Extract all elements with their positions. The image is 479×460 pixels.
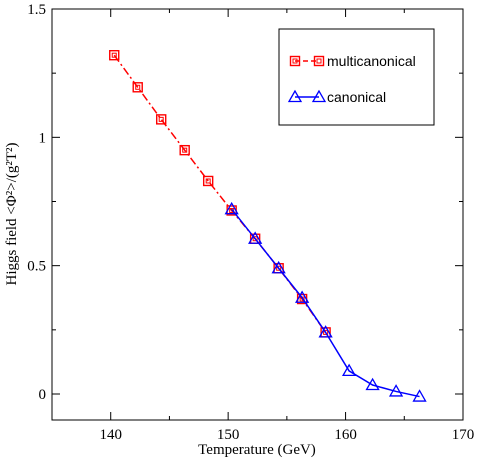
legend-entry-canonical: canonical [287, 89, 386, 105]
legend: multicanonical canonical [278, 28, 435, 126]
multicanonical-point [202, 175, 214, 187]
canonical-point [248, 231, 263, 244]
canonical-point [271, 260, 286, 274]
x-tick-label: 160 [334, 427, 357, 443]
canonical-point [412, 389, 427, 402]
legend-entries: multicanonical canonical [287, 53, 416, 105]
canonical-line [231, 208, 420, 398]
series-canonical [224, 201, 427, 402]
legend-box [278, 28, 435, 126]
legend-label: multicanonical [327, 53, 416, 69]
axis-ticks: 140 150 160 170 0 0.5 1 1.5 [27, 2, 474, 443]
multicanonical-point [156, 114, 167, 125]
canonical-point [318, 325, 333, 338]
x-tick-label: 150 [217, 427, 240, 443]
legend-label: canonical [327, 89, 386, 105]
multicanonical-point [109, 50, 120, 61]
multicanonical-point [179, 144, 190, 156]
legend-marker [311, 89, 327, 103]
series-layer [109, 50, 427, 402]
y-tick-label: 1.5 [27, 2, 46, 18]
plot-frame [51, 8, 464, 421]
canonical-point [341, 363, 357, 377]
y-tick-label: 0.5 [27, 259, 46, 275]
y-tick-label: 0 [39, 387, 47, 403]
legend-marker [287, 89, 303, 103]
canonical-point [388, 384, 404, 397]
y-tick-label: 1 [39, 130, 47, 146]
x-axis-label: Temperature (GeV) [198, 442, 316, 458]
legend-entry-multicanonical: multicanonical [289, 53, 416, 69]
x-tick-label: 170 [452, 427, 475, 443]
y-axis-label: Higgs field <Φ²>/(g²T²) [4, 142, 20, 285]
canonical-point [224, 201, 239, 215]
legend-marker [313, 55, 325, 67]
x-tick-label: 140 [99, 427, 122, 443]
canonical-point [365, 377, 380, 391]
canonical-point [295, 290, 310, 303]
multicanonical-point [132, 82, 143, 93]
legend-marker [289, 55, 301, 67]
